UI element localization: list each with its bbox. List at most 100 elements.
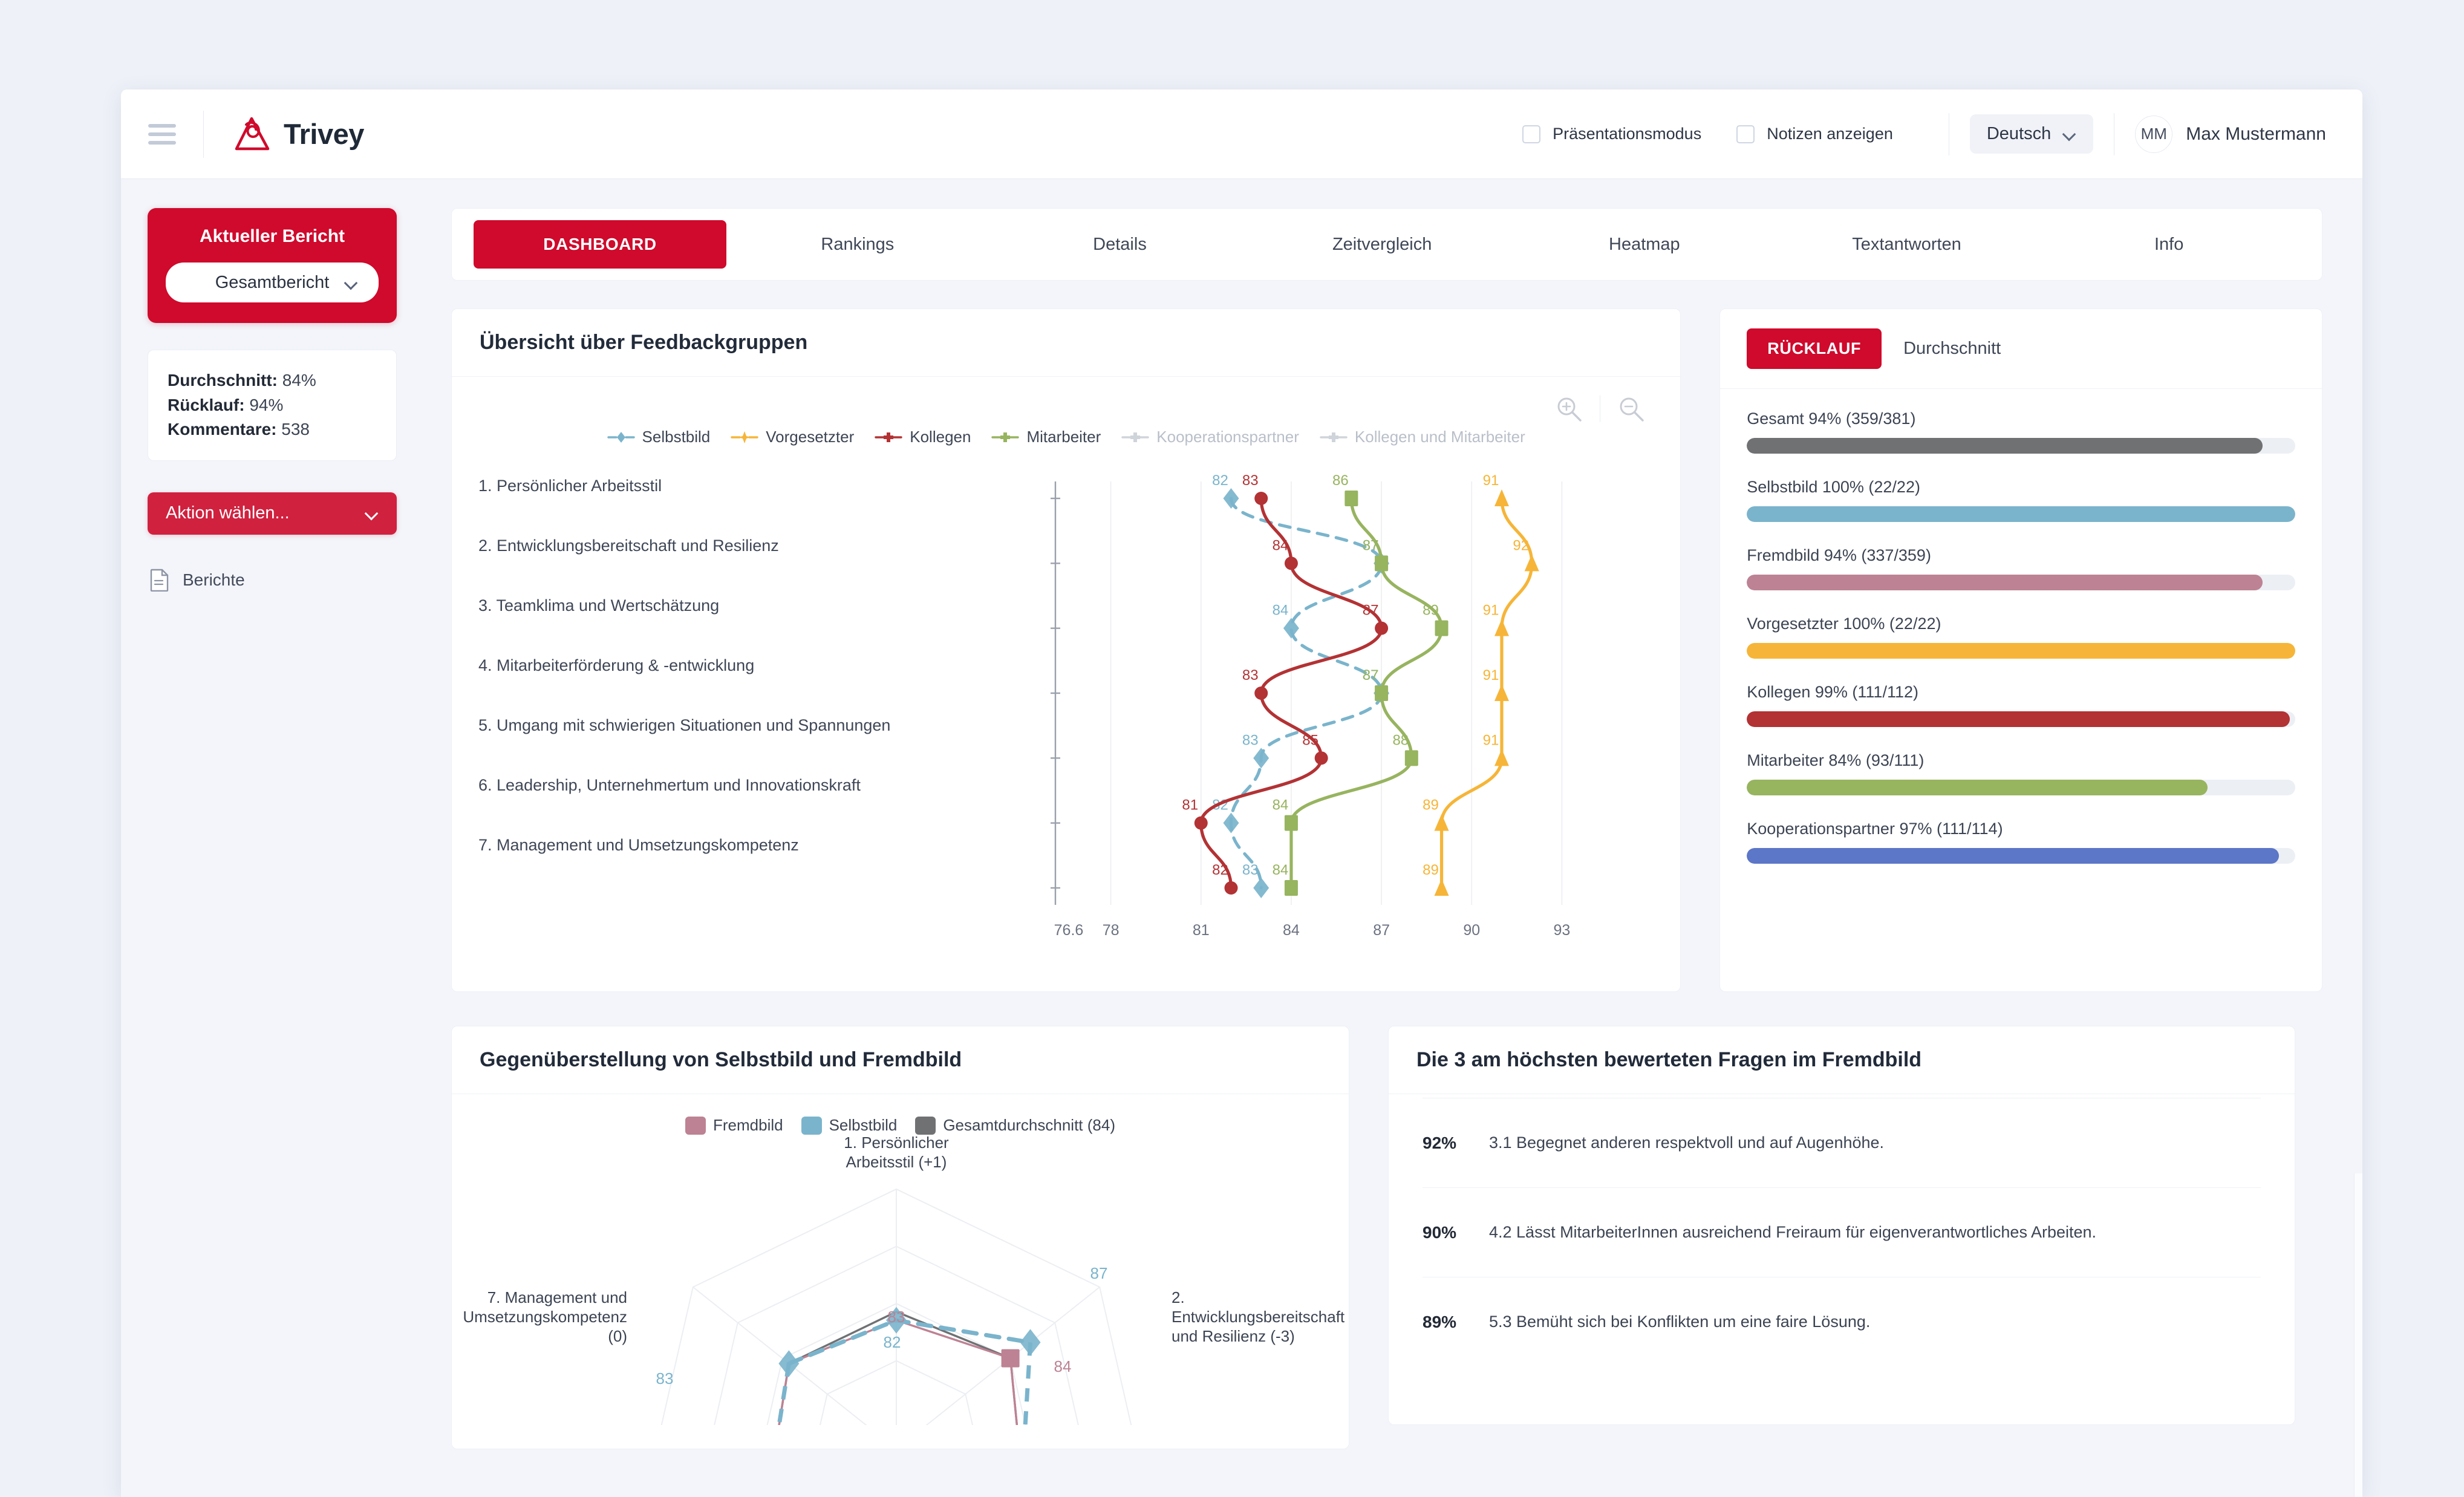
data-label: 84	[1054, 1357, 1072, 1375]
progress-fill	[1747, 711, 2290, 727]
data-label: 89	[1423, 797, 1439, 814]
legend-item-selbstbild[interactable]: Selbstbild	[607, 428, 710, 446]
axis-tick-label: 81	[1193, 922, 1210, 939]
action-select-button[interactable]: Aktion wählen...	[148, 492, 397, 535]
tab-info[interactable]: Info	[2154, 234, 2184, 254]
checkbox-box[interactable]	[1522, 125, 1541, 143]
stat-label: Durchschnitt:	[168, 371, 278, 390]
hamburger-icon[interactable]	[148, 123, 176, 145]
legend-label: Kooperationspartner	[1156, 428, 1299, 446]
radar-panel-title: Gegenüberstellung von Selbstbild und Fre…	[480, 1048, 962, 1071]
tab-zeitvergleich[interactable]: Zeitvergleich	[1332, 234, 1432, 254]
series-line	[1289, 497, 1444, 890]
tab-heatmap[interactable]: Heatmap	[1609, 234, 1680, 254]
user-menu[interactable]: MM Max Mustermann	[2135, 115, 2326, 153]
data-point-marker	[1284, 880, 1298, 896]
data-point-marker	[1001, 1349, 1020, 1368]
legend-item-kooperationspartner[interactable]: Kooperationspartner	[1121, 428, 1299, 446]
legend-item-selbstbild[interactable]: Selbstbild	[801, 1116, 897, 1135]
stat-durchschnitt: Durchschnitt: 84%	[168, 368, 377, 393]
show-notes-checkbox[interactable]: Notizen anzeigen	[1736, 125, 1893, 143]
legend-item-fremdbild[interactable]: Fremdbild	[685, 1116, 783, 1135]
language-selector[interactable]: Deutsch	[1969, 114, 2094, 154]
rucklauf-row: Selbstbild 100% (22/22)	[1747, 478, 2295, 522]
legend-item-kollegen[interactable]: Kollegen	[875, 428, 971, 446]
tab-rankings[interactable]: Rankings	[821, 234, 895, 254]
rucklauf-list: Gesamt 94% (359/381) Selbstbild 100% (22/…	[1720, 389, 2322, 864]
tab-durchschnitt[interactable]: Durchschnitt	[1903, 339, 2001, 358]
data-label: 89	[1423, 862, 1439, 878]
data-label: 83	[1242, 732, 1259, 748]
data-point-marker	[1524, 554, 1539, 572]
legend-item-vorgesetzter[interactable]: Vorgesetzter	[731, 428, 854, 446]
legend-item-mitarbeiter[interactable]: Mitarbeiter	[991, 428, 1101, 446]
checkbox-box[interactable]	[1736, 125, 1755, 143]
legend-marker-diamond-icon	[607, 431, 635, 443]
presentation-mode-checkbox[interactable]: Präsentationsmodus	[1522, 125, 1701, 143]
question-percent: 92%	[1423, 1133, 1457, 1152]
question-list: 92% 3.1 Begegnet anderen respektvoll und…	[1389, 1094, 2295, 1366]
stat-label: Kommentare:	[168, 420, 277, 439]
data-point-marker	[1253, 878, 1269, 898]
data-point-marker	[1284, 556, 1298, 570]
data-label: 88	[1392, 732, 1409, 748]
progress-fill	[1747, 780, 2208, 795]
zoom-in-icon[interactable]	[1554, 394, 1584, 424]
radar-axis-label: 2.	[1172, 1288, 1185, 1306]
data-point-marker	[1494, 684, 1509, 701]
question-percent: 90%	[1423, 1222, 1457, 1242]
page-title: Übersicht über Feedbackgruppen	[480, 331, 808, 354]
rucklauf-label: Vorgesetzter 100% (22/22)	[1747, 615, 1941, 633]
legend-label: Mitarbeiter	[1026, 428, 1101, 446]
progress-track	[1747, 780, 2295, 795]
question-text: 3.1 Begegnet anderen respektvoll und auf…	[1489, 1133, 1885, 1152]
zoom-out-icon[interactable]	[1616, 394, 1646, 424]
rucklauf-label: Kooperationspartner 97% (111/114)	[1747, 820, 2003, 838]
data-point-marker	[778, 1350, 800, 1377]
axis-tick-label: 76.6	[1054, 922, 1084, 939]
tab-rucklauf[interactable]: RÜCKLAUF	[1747, 328, 1882, 369]
dashboard-row-top: Übersicht über Feedbackgruppen	[451, 308, 2322, 992]
data-point-marker	[1375, 621, 1389, 635]
question-text: 4.2 Lässt MitarbeiterInnen ausreichend F…	[1489, 1223, 2097, 1241]
rucklauf-label: Fremdbild 94% (337/359)	[1747, 546, 1931, 564]
summary-stats-card: Durchschnitt: 84% Rücklauf: 94% Kommenta…	[148, 350, 397, 461]
data-label: 87	[1090, 1264, 1108, 1282]
data-label: 83	[888, 1308, 905, 1326]
list-item: 6. Leadership, Unternehmertum und Innova…	[478, 776, 861, 794]
legend-swatch	[801, 1116, 822, 1135]
radar-axis-label: 7. Management und	[487, 1288, 627, 1306]
tab-textantworten[interactable]: Textantworten	[1852, 234, 1961, 254]
axis-tick-label: 87	[1373, 922, 1390, 939]
tab-details[interactable]: Details	[1093, 234, 1147, 254]
radar-axis-line	[693, 1287, 867, 1425]
brand-logo-group[interactable]: Trivey	[233, 116, 364, 152]
legend-item-gesamtdurchschnitt[interactable]: Gesamtdurchschnitt (84)	[915, 1116, 1115, 1135]
legend-label: Kollegen und Mitarbeiter	[1354, 428, 1525, 446]
radar-grid-ring	[714, 1245, 1079, 1425]
stat-value: 538	[281, 420, 310, 439]
legend-item-kollegen-und-mitarbeiter[interactable]: Kollegen und Mitarbeiter	[1320, 428, 1525, 446]
vertical-scrollbar[interactable]	[2354, 1173, 2362, 1497]
legend-label: Fremdbild	[713, 1116, 783, 1134]
data-point-marker	[1194, 816, 1208, 830]
sidebar-item-berichte[interactable]: Berichte	[150, 569, 397, 592]
tab-dashboard[interactable]: DASHBOARD	[474, 220, 726, 269]
data-label: 87	[1363, 667, 1379, 683]
radar-grid-ring	[766, 1303, 1026, 1425]
rucklauf-label: Kollegen 99% (111/112)	[1747, 683, 1918, 701]
data-label: 85	[1302, 732, 1318, 748]
data-label: 83	[656, 1369, 674, 1388]
data-label: 82	[1212, 472, 1228, 489]
report-select-value: Gesamtbericht	[215, 272, 330, 292]
progress-fill	[1747, 643, 2295, 659]
avatar: MM	[2135, 115, 2173, 153]
top3-panel-title: Die 3 am höchsten bewerteten Fragen im F…	[1416, 1048, 1922, 1071]
legend-label: Vorgesetzter	[766, 428, 855, 446]
feedback-line-chart: 76.6 78 81 84 87 90 93 82 87 84 87 83 82 83 91 92 91 91 91…	[1032, 463, 1680, 979]
data-point-marker	[1434, 879, 1449, 896]
report-select[interactable]: Gesamtbericht	[166, 263, 379, 302]
radar-axis-label: Entwicklungsbereitschaft	[1172, 1308, 1345, 1326]
app-window: Trivey Präsentationsmodus Notizen anzeig…	[121, 90, 2362, 1497]
progress-fill	[1747, 438, 2263, 454]
